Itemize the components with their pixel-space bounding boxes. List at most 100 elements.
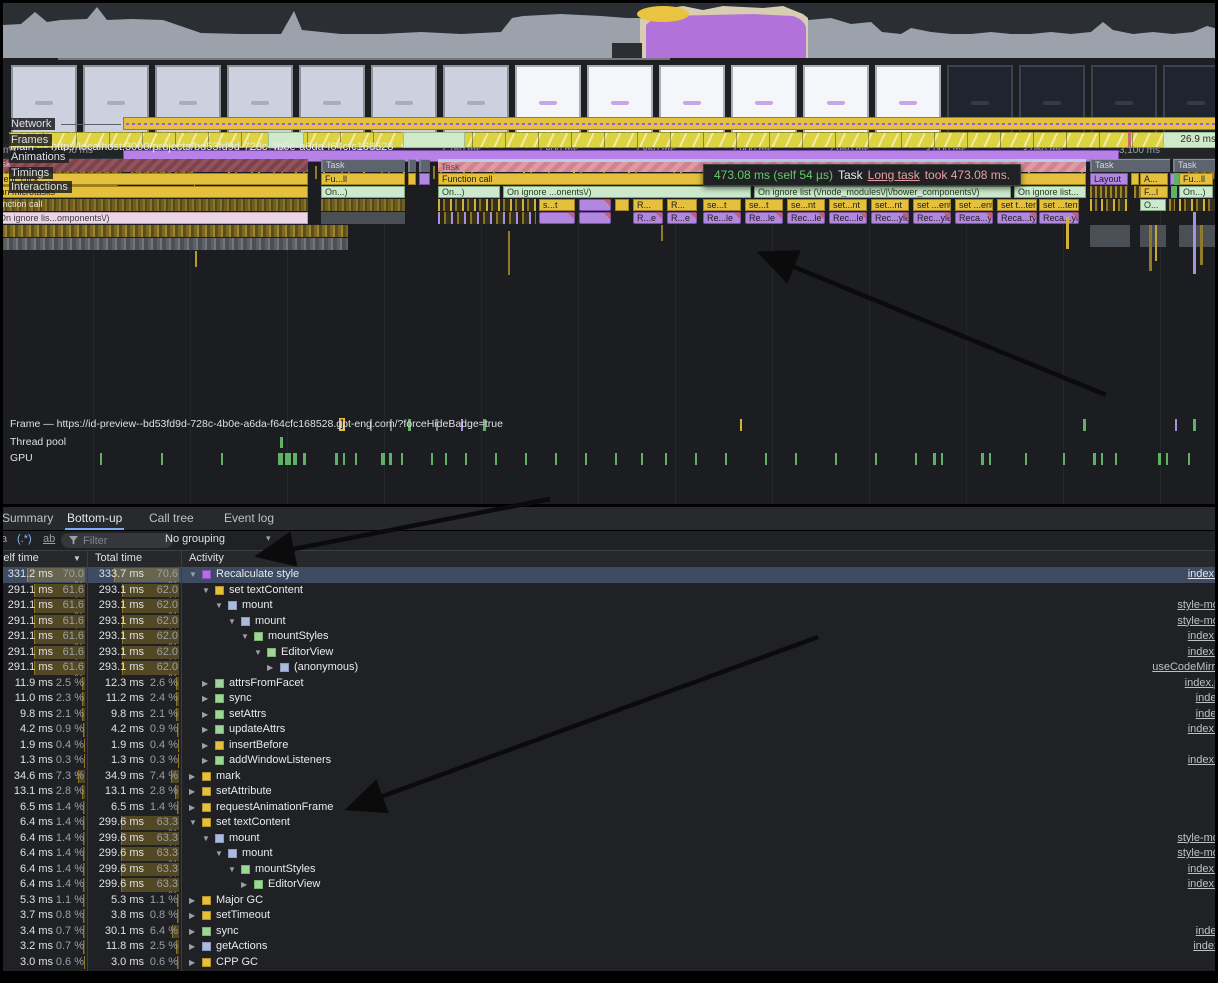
source-link[interactable]: index.js bbox=[1187, 630, 1215, 642]
flame-bar[interactable]: On...) bbox=[438, 186, 500, 198]
flame-bar[interactable] bbox=[3, 238, 348, 250]
gpu-tick[interactable] bbox=[1093, 453, 1096, 465]
flame-bar[interactable]: Function call bbox=[3, 199, 308, 211]
table-row[interactable]: 331.2 ms 70.0 % 333.7 ms 70.6 % ▼ Recalculate… bbox=[3, 567, 1215, 583]
gpu-tick[interactable] bbox=[981, 453, 984, 465]
timing-marker[interactable] bbox=[403, 166, 405, 179]
column-activity[interactable]: Activity bbox=[189, 552, 224, 564]
table-row[interactable]: 6.4 ms1.4 % 299.6 ms 63.3 % ▼ mount style-mod bbox=[3, 846, 1215, 862]
flame-bar[interactable] bbox=[419, 173, 430, 185]
table-row[interactable]: 9.8 ms2.1 %9.8 ms2.1 %▶setAttrsindex. bbox=[3, 707, 1215, 723]
tab-bottom-up[interactable]: Bottom-up bbox=[61, 507, 128, 530]
flame-bar[interactable] bbox=[1171, 186, 1177, 198]
source-link[interactable]: index.js bbox=[1187, 878, 1215, 890]
expanded-arrow-icon[interactable]: ▼ bbox=[228, 616, 236, 626]
flame-bar[interactable] bbox=[1131, 173, 1139, 185]
match-case-icon[interactable]: a bbox=[3, 533, 8, 545]
frame-event-tick[interactable] bbox=[370, 419, 372, 431]
flame-bar[interactable]: s...t bbox=[539, 199, 575, 211]
table-row[interactable]: 4.2 ms0.9 %4.2 ms0.9 %▶updateAttrsindex.… bbox=[3, 722, 1215, 738]
flame-bar[interactable]: On...) bbox=[1179, 186, 1213, 198]
gpu-tick[interactable] bbox=[941, 453, 943, 465]
main-thread-label[interactable]: Main — http://localhost:3000/projects/bd… bbox=[10, 141, 394, 153]
panel-splitter[interactable] bbox=[3, 504, 1215, 507]
flame-bar[interactable]: Task bbox=[1173, 159, 1215, 172]
table-row[interactable]: 291.1 ms 61.6 % 293.1 ms 62.0 % ▶ (anonymous)… bbox=[3, 660, 1215, 676]
source-link[interactable]: index.js bbox=[1187, 568, 1215, 580]
collapsed-arrow-icon[interactable]: ▶ bbox=[267, 663, 274, 672]
timing-marker[interactable] bbox=[235, 166, 237, 179]
frame-track-label[interactable]: Frame — https://id-preview--bd53fd9d-728… bbox=[10, 418, 503, 430]
flame-bar[interactable]: se...nt bbox=[787, 199, 825, 211]
flame-bar[interactable]: set t...tent bbox=[997, 199, 1037, 211]
frame-event-tick[interactable] bbox=[408, 419, 411, 431]
gpu-label[interactable]: GPU bbox=[10, 452, 33, 464]
gpu-tick[interactable] bbox=[100, 453, 102, 465]
collapsed-arrow-icon[interactable]: ▶ bbox=[189, 911, 196, 920]
timing-marker[interactable] bbox=[1028, 166, 1030, 179]
flame-bar[interactable]: On...) bbox=[321, 186, 405, 198]
gpu-tick[interactable] bbox=[665, 453, 667, 465]
source-link[interactable]: index. bbox=[1195, 924, 1215, 937]
table-row[interactable]: 3.7 ms 0.8 % 3.8 ms 0.8 % ▶ setTimeout bbox=[3, 908, 1215, 924]
match-word-icon[interactable]: ab bbox=[43, 533, 56, 545]
timing-marker[interactable] bbox=[348, 166, 350, 179]
source-link[interactable]: style-mod bbox=[1177, 599, 1215, 611]
flame-bar[interactable] bbox=[408, 173, 416, 185]
gpu-tick[interactable] bbox=[278, 453, 283, 465]
source-link[interactable]: index. bbox=[1195, 707, 1215, 720]
flame-bar[interactable]: Reca...tyle bbox=[997, 212, 1037, 224]
expanded-arrow-icon[interactable]: ▼ bbox=[202, 833, 210, 843]
table-row[interactable]: 3.4 ms0.7 % 30.1 ms 6.4 % ▶ sync index. bbox=[3, 924, 1215, 940]
gpu-tick[interactable] bbox=[1166, 453, 1168, 465]
flame-bar[interactable] bbox=[3, 225, 348, 237]
gpu-tick[interactable] bbox=[343, 453, 345, 465]
timing-marker[interactable] bbox=[580, 166, 582, 179]
column-total-time[interactable]: Total time bbox=[95, 552, 143, 564]
table-row[interactable]: 6.4 ms1.4 % 299.6 ms 63.3 % ▼ mount style-mod bbox=[3, 831, 1215, 846]
source-link[interactable]: index.js: bbox=[1184, 676, 1215, 689]
gpu-tick[interactable] bbox=[795, 453, 797, 465]
table-row[interactable]: 34.6 ms 7.3 % 34.9 ms 7.4 % ▶ mark bbox=[3, 769, 1215, 785]
frame-event-tick[interactable] bbox=[483, 419, 486, 431]
gpu-tick[interactable] bbox=[293, 453, 297, 465]
frame-idle-block[interactable] bbox=[403, 132, 465, 148]
flame-bar[interactable]: R... bbox=[667, 199, 697, 211]
frame-event-tick[interactable] bbox=[1083, 419, 1086, 431]
flame-bar[interactable]: O... bbox=[1140, 199, 1166, 211]
source-link[interactable]: useCodeMirror bbox=[1152, 661, 1215, 673]
timing-marker[interactable] bbox=[673, 166, 675, 179]
flame-bar[interactable] bbox=[408, 159, 416, 172]
timing-marker[interactable] bbox=[388, 166, 390, 179]
flame-bar[interactable]: F...l bbox=[1140, 186, 1168, 198]
flame-bar[interactable]: Rec...le bbox=[829, 212, 867, 224]
gpu-tick[interactable] bbox=[989, 453, 991, 465]
gpu-tick[interactable] bbox=[401, 453, 403, 465]
gpu-tick[interactable] bbox=[431, 453, 433, 465]
table-row[interactable]: 291.1 ms 61.6 % 293.1 ms 62.0 % ▼ mount style-… bbox=[3, 598, 1215, 614]
gpu-tick[interactable] bbox=[161, 453, 163, 465]
timing-marker[interactable] bbox=[628, 166, 630, 179]
expanded-arrow-icon[interactable]: ▼ bbox=[215, 849, 223, 858]
table-row[interactable]: 291.1 ms 61.6 % 293.1 ms 62.0 % ▼ mountStyles… bbox=[3, 629, 1215, 645]
collapsed-arrow-icon[interactable]: ▶ bbox=[189, 771, 196, 781]
timing-marker[interactable] bbox=[493, 166, 495, 179]
tab-call-tree[interactable]: Call tree bbox=[149, 511, 194, 525]
table-row[interactable]: 291.1 ms 61.6 % 293.1 ms 62.0 % ▼ set textCon… bbox=[3, 583, 1215, 598]
source-link[interactable]: index.js bbox=[1187, 862, 1215, 875]
timing-marker[interactable] bbox=[530, 166, 532, 179]
timing-marker[interactable] bbox=[273, 166, 275, 179]
flame-bar[interactable] bbox=[539, 212, 575, 224]
gpu-tick[interactable] bbox=[303, 453, 306, 465]
frame-idle-block[interactable] bbox=[268, 132, 304, 148]
collapsed-arrow-icon[interactable]: ▶ bbox=[202, 740, 209, 750]
table-row[interactable]: 5.3 ms 1.1 % 5.3 ms 1.1 % ▶ Major GC bbox=[3, 893, 1215, 909]
gpu-tick[interactable] bbox=[1025, 453, 1027, 465]
table-row[interactable]: 291.1 ms 61.6 % 293.1 ms 62.0 % ▼ mount style-… bbox=[3, 614, 1215, 629]
expanded-arrow-icon[interactable]: ▼ bbox=[202, 585, 210, 595]
gpu-tick[interactable] bbox=[221, 453, 223, 465]
flame-bar[interactable]: On ignore list... bbox=[1014, 186, 1086, 198]
column-divider[interactable] bbox=[87, 550, 88, 977]
collapsed-arrow-icon[interactable]: ▶ bbox=[202, 678, 209, 688]
gpu-tick[interactable] bbox=[765, 453, 767, 465]
